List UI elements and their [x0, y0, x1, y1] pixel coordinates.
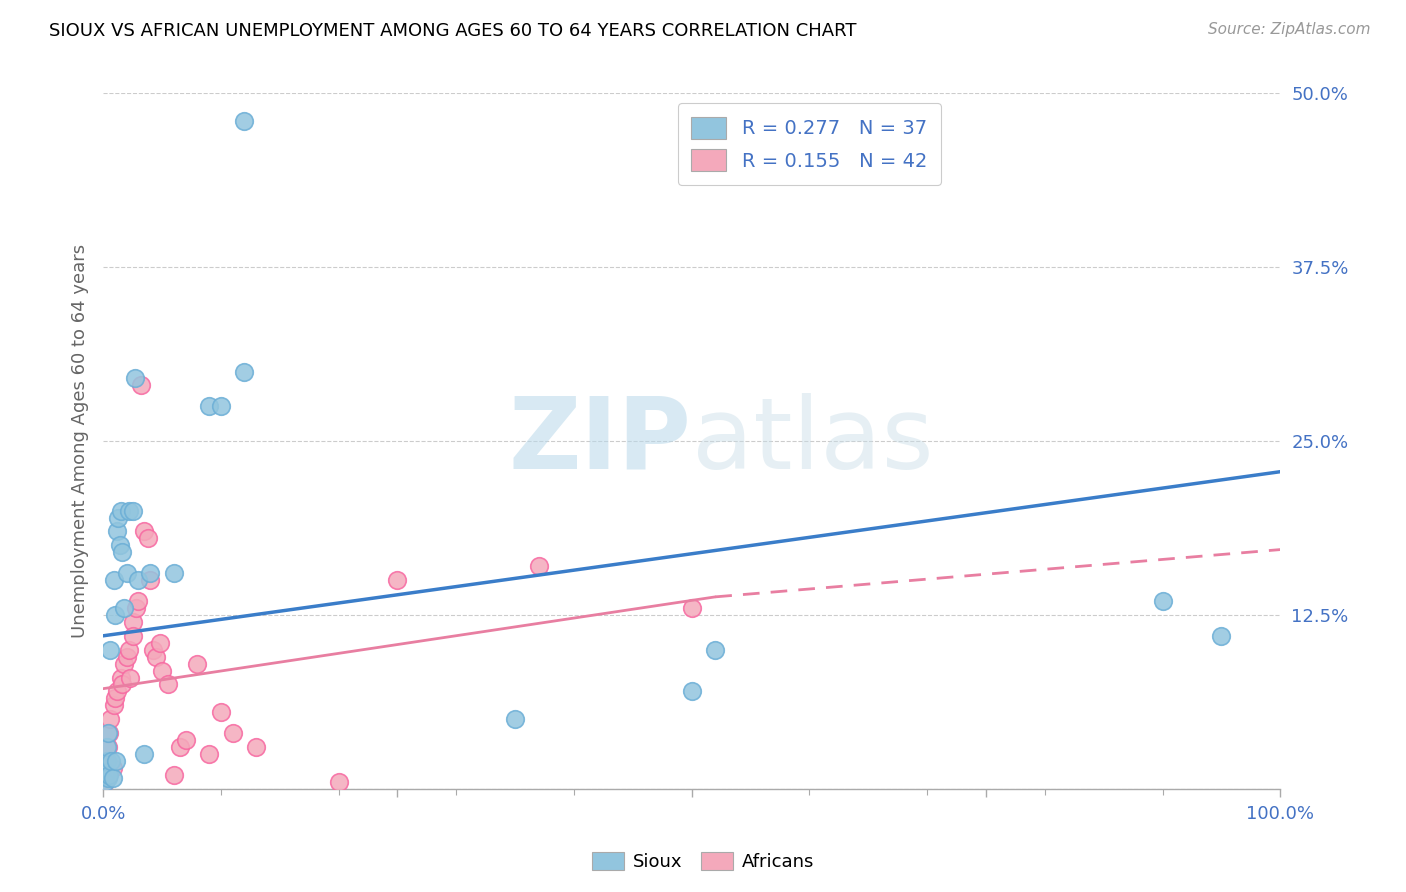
Point [328, 775, 350, 789]
Point [681, 601, 703, 615]
Y-axis label: Unemployment Among Ages 60 to 64 years: Unemployment Among Ages 60 to 64 years [72, 244, 89, 638]
Point [105, 684, 128, 698]
Point [142, 642, 165, 657]
Point [107, 510, 129, 524]
Point [139, 566, 162, 581]
Point [129, 378, 152, 392]
Point [149, 636, 172, 650]
Point [127, 594, 149, 608]
Point [163, 768, 186, 782]
Point [115, 566, 138, 581]
Point [245, 740, 267, 755]
Point [233, 365, 256, 379]
Point [127, 573, 149, 587]
Text: atlas: atlas [692, 392, 934, 490]
Point [527, 559, 550, 574]
Point [105, 524, 128, 539]
Point [94, 775, 117, 789]
Point [105, 754, 128, 768]
Point [121, 503, 143, 517]
Point [96, 761, 118, 775]
Point [100, 754, 122, 768]
Point [198, 400, 221, 414]
Point [97, 771, 120, 785]
Point [110, 503, 132, 517]
Point [134, 747, 156, 761]
Point [96, 765, 118, 780]
Point [98, 712, 121, 726]
Point [503, 712, 526, 726]
Point [150, 664, 173, 678]
Point [96, 740, 118, 755]
Point [136, 532, 159, 546]
Point [221, 726, 243, 740]
Point [103, 573, 125, 587]
Point [97, 740, 120, 755]
Point [233, 114, 256, 128]
Text: Source: ZipAtlas.com: Source: ZipAtlas.com [1208, 22, 1371, 37]
Point [103, 698, 125, 713]
Legend: Sioux, Africans: Sioux, Africans [585, 845, 821, 879]
Point [96, 768, 118, 782]
Point [101, 771, 124, 785]
Point [387, 573, 409, 587]
Point [115, 649, 138, 664]
Point [121, 615, 143, 629]
Point [104, 607, 127, 622]
Point [145, 649, 167, 664]
Point [121, 629, 143, 643]
Point [125, 601, 148, 615]
Point [94, 768, 117, 782]
Text: SIOUX VS AFRICAN UNEMPLOYMENT AMONG AGES 60 TO 64 YEARS CORRELATION CHART: SIOUX VS AFRICAN UNEMPLOYMENT AMONG AGES… [49, 22, 856, 40]
Point [704, 642, 727, 657]
Point [94, 775, 117, 789]
Point [104, 691, 127, 706]
Point [156, 677, 179, 691]
Point [97, 726, 120, 740]
Point [98, 642, 121, 657]
Point [98, 768, 121, 782]
Point [120, 671, 142, 685]
Point [112, 601, 135, 615]
Point [186, 657, 208, 671]
Point [111, 545, 134, 559]
Point [101, 761, 124, 775]
Point [198, 747, 221, 761]
Point [169, 740, 191, 755]
Point [98, 726, 121, 740]
Point [1152, 594, 1174, 608]
Point [96, 754, 118, 768]
Point [118, 642, 141, 657]
Point [1211, 629, 1233, 643]
Point [108, 538, 131, 552]
Point [134, 524, 156, 539]
Point [174, 733, 197, 747]
Text: ZIP: ZIP [509, 392, 692, 490]
Legend: R = 0.277   N = 37, R = 0.155   N = 42: R = 0.277 N = 37, R = 0.155 N = 42 [678, 103, 941, 185]
Point [681, 684, 703, 698]
Point [124, 371, 146, 385]
Point [111, 677, 134, 691]
Point [110, 671, 132, 685]
Point [112, 657, 135, 671]
Point [139, 573, 162, 587]
Point [209, 400, 232, 414]
Point [96, 754, 118, 768]
Point [118, 503, 141, 517]
Point [163, 566, 186, 581]
Point [209, 706, 232, 720]
